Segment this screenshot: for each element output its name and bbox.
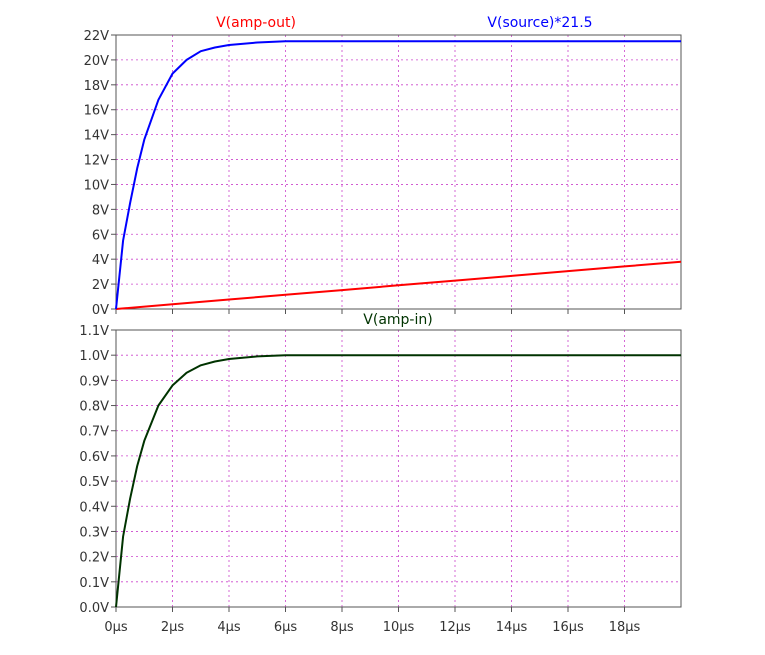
- y-tick-label: 8V: [92, 203, 109, 218]
- y-tick-label: 6V: [92, 228, 109, 243]
- trace-label[interactable]: V(amp-out): [216, 15, 296, 31]
- y-tick-label: 1.1V: [79, 324, 109, 339]
- y-tick-label: 0.9V: [79, 374, 109, 389]
- y-tick-label: 2V: [92, 278, 109, 293]
- y-tick-label: 1.0V: [79, 349, 109, 364]
- x-tick-label: 0µs: [104, 620, 128, 635]
- plot-frame: [115, 329, 682, 608]
- y-tick-label: 0.6V: [79, 450, 109, 465]
- x-tick-label: 8µs: [330, 620, 354, 635]
- y-tick-label: 14V: [84, 129, 110, 144]
- x-tick-label: 2µs: [161, 620, 185, 635]
- y-tick-label: 0.4V: [79, 500, 109, 515]
- x-tick-label: 6µs: [274, 620, 298, 635]
- series-line-V(source)*21.5: [115, 40, 681, 310]
- y-tick-label: 20V: [84, 54, 110, 69]
- chart-panel-1: 0V 2V 4V 6V 8V 10V 12V 14V 16V 18V 20V 22V V(amp-out…: [84, 15, 682, 318]
- y-tick-label: 0.2V: [79, 551, 109, 566]
- y-tick-label: 0.1V: [79, 576, 109, 591]
- x-tick-label: 14µs: [496, 620, 528, 635]
- chart-panel-2: 0.0V 0.1V 0.2V 0.3V 0.4V 0.5V 0.6V 0.7V 0.8V 0.9V…: [79, 312, 682, 635]
- y-tick-label: 10V: [84, 178, 110, 193]
- y-tick-label: 16V: [84, 104, 110, 119]
- series-line-V(amp-out): [115, 260, 682, 310]
- trace-label[interactable]: V(source)*21.5: [487, 15, 592, 31]
- x-tick-label: 18µs: [609, 620, 641, 635]
- y-tick-label: 22V: [84, 29, 110, 44]
- y-tick-label: 0.8V: [79, 400, 109, 415]
- trace-label[interactable]: V(amp-in): [363, 312, 432, 328]
- x-tick-label: 4µs: [217, 620, 241, 635]
- y-tick-label: 0V: [92, 303, 109, 318]
- x-tick-label: 12µs: [439, 620, 471, 635]
- plot-frame: [115, 34, 682, 310]
- y-tick-label: 0.5V: [79, 475, 109, 490]
- x-tick-label: 10µs: [383, 620, 415, 635]
- y-tick-label: 0.7V: [79, 425, 109, 440]
- y-tick-label: 18V: [84, 79, 110, 94]
- y-tick-label: 0.0V: [79, 601, 109, 616]
- y-tick-label: 4V: [92, 253, 109, 268]
- x-tick-label: 16µs: [552, 620, 584, 635]
- y-tick-label: 0.3V: [79, 525, 109, 540]
- series-line-V(amp-in): [115, 354, 681, 608]
- y-tick-label: 12V: [84, 154, 110, 169]
